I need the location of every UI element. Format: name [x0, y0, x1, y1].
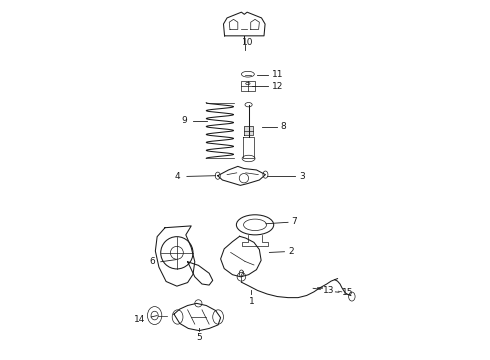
- Text: 13: 13: [323, 286, 335, 295]
- Text: 2: 2: [288, 247, 294, 256]
- Text: 8: 8: [281, 122, 287, 131]
- Text: 10: 10: [242, 39, 254, 48]
- Text: 12: 12: [272, 82, 283, 91]
- Text: 14: 14: [134, 315, 146, 324]
- Text: 3: 3: [299, 172, 305, 181]
- Text: 7: 7: [292, 217, 297, 226]
- Text: 5: 5: [196, 333, 202, 342]
- Text: 9: 9: [182, 116, 188, 125]
- Text: 4: 4: [175, 172, 180, 181]
- Bar: [241, 81, 255, 91]
- Text: 11: 11: [272, 71, 283, 80]
- Text: 1: 1: [248, 297, 254, 306]
- Text: 6: 6: [149, 257, 155, 266]
- Text: 15: 15: [342, 288, 353, 297]
